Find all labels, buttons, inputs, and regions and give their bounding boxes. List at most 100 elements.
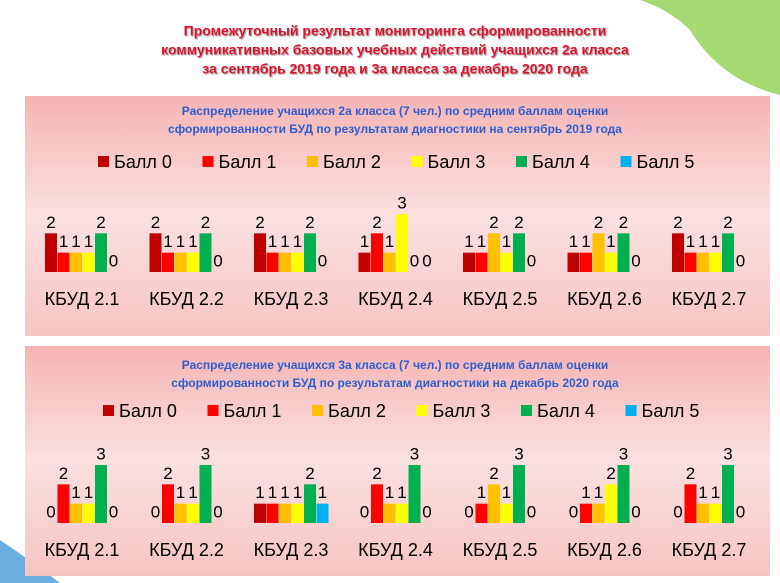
bar xyxy=(488,233,500,272)
legend-label: Балл 0 xyxy=(114,152,172,172)
data-label: 0 xyxy=(673,502,682,521)
bar xyxy=(267,253,279,272)
bar xyxy=(605,484,617,523)
data-label: 0 xyxy=(736,502,745,521)
bar xyxy=(162,484,174,523)
data-label: 2 xyxy=(305,464,314,483)
data-label: 1 xyxy=(581,232,590,251)
bar xyxy=(279,253,291,272)
bar xyxy=(605,253,617,272)
bar xyxy=(409,465,421,523)
data-label: 0 xyxy=(631,502,640,521)
data-label: 1 xyxy=(280,232,289,251)
legend-swatch xyxy=(208,405,219,416)
data-label: 2 xyxy=(201,213,210,232)
data-label: 1 xyxy=(502,483,511,502)
data-label: 0 xyxy=(422,251,431,270)
bar xyxy=(501,253,513,272)
data-label: 0 xyxy=(422,502,431,521)
bar xyxy=(722,465,734,523)
data-label: 1 xyxy=(464,232,473,251)
x-tick-label: КБУД 2.1 xyxy=(45,540,120,560)
data-label: 0 xyxy=(464,502,473,521)
data-label: 3 xyxy=(723,444,732,463)
data-label: 1 xyxy=(71,483,80,502)
data-label: 2 xyxy=(59,464,68,483)
x-tick-label: КБУД 2.7 xyxy=(672,540,747,560)
bar xyxy=(292,504,304,523)
data-label: 1 xyxy=(385,232,394,251)
chart-title: сформированности БУД по результатам диаг… xyxy=(171,376,619,390)
bar xyxy=(83,253,95,272)
data-label: 2 xyxy=(46,213,55,232)
bar xyxy=(58,484,70,523)
bar xyxy=(200,233,212,272)
bar xyxy=(254,504,266,523)
x-tick-label: КБУД 2.1 xyxy=(45,289,120,309)
bar xyxy=(463,253,475,272)
bar xyxy=(304,233,316,272)
chart-title: Распределение учащихся 2а класса (7 чел.… xyxy=(182,104,609,118)
data-label: 0 xyxy=(109,251,118,270)
bar xyxy=(150,233,162,272)
bar xyxy=(70,504,82,523)
bar xyxy=(685,484,697,523)
bar xyxy=(371,233,383,272)
data-label: 2 xyxy=(151,213,160,232)
legend-label: Балл 5 xyxy=(642,401,700,421)
legend-label: Балл 2 xyxy=(323,152,381,172)
legend-label: Балл 3 xyxy=(428,152,486,172)
data-label: 1 xyxy=(59,232,68,251)
data-label: 1 xyxy=(188,232,197,251)
x-tick-label: КБУД 2.2 xyxy=(149,540,224,560)
bar xyxy=(618,465,630,523)
bar xyxy=(45,233,57,272)
bar xyxy=(568,253,580,272)
bar xyxy=(187,504,199,523)
bar xyxy=(722,233,734,272)
x-tick-label: КБУД 2.5 xyxy=(463,540,538,560)
data-label: 1 xyxy=(176,483,185,502)
x-tick-label: КБУД 2.4 xyxy=(358,540,433,560)
bar xyxy=(618,233,630,272)
data-label: 0 xyxy=(213,251,222,270)
data-label: 2 xyxy=(305,213,314,232)
data-label: 0 xyxy=(527,502,536,521)
bar xyxy=(200,465,212,523)
legend-label: Балл 1 xyxy=(219,152,277,172)
data-label: 2 xyxy=(673,213,682,232)
data-label: 2 xyxy=(723,213,732,232)
bar xyxy=(672,233,684,272)
bar xyxy=(513,233,525,272)
data-label: 3 xyxy=(201,444,210,463)
data-label: 1 xyxy=(502,232,511,251)
slide-title: Промежуточный результат мониторинга сфор… xyxy=(184,23,607,39)
data-label: 1 xyxy=(293,232,302,251)
bar xyxy=(83,504,95,523)
bar xyxy=(396,214,408,272)
data-label: 0 xyxy=(569,502,578,521)
data-label: 3 xyxy=(96,444,105,463)
data-label: 1 xyxy=(84,483,93,502)
data-label: 3 xyxy=(397,193,406,212)
bar xyxy=(175,504,187,523)
legend-swatch xyxy=(103,405,114,416)
bar xyxy=(580,253,592,272)
data-label: 1 xyxy=(293,483,302,502)
bar xyxy=(371,484,383,523)
data-label: 1 xyxy=(477,232,486,251)
x-tick-label: КБУД 2.2 xyxy=(149,289,224,309)
legend-swatch xyxy=(307,156,318,167)
legend-swatch xyxy=(521,405,532,416)
legend-label: Балл 2 xyxy=(328,401,386,421)
data-label: 1 xyxy=(280,483,289,502)
data-label: 0 xyxy=(410,251,419,270)
slide-title: коммуникативных базовых учебных действий… xyxy=(161,42,629,58)
data-label: 2 xyxy=(372,213,381,232)
data-label: 1 xyxy=(385,483,394,502)
x-tick-label: КБУД 2.6 xyxy=(567,289,642,309)
bar xyxy=(501,504,513,523)
data-label: 3 xyxy=(514,444,523,463)
data-label: 1 xyxy=(268,232,277,251)
data-label: 0 xyxy=(151,502,160,521)
